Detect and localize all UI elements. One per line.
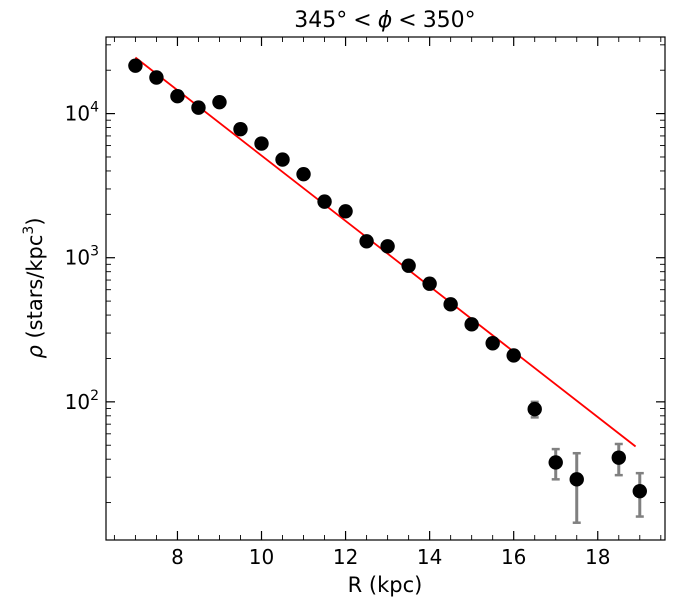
ticks — [106, 37, 665, 540]
title-part-3: ϕ — [378, 8, 393, 33]
y-tick-label-exponent: 2 — [90, 388, 99, 404]
data-point — [191, 100, 206, 115]
y-tick-label: 102 — [65, 388, 99, 414]
data-point — [317, 194, 332, 209]
y-tick-label-base: 10 — [65, 390, 90, 414]
data-point — [233, 121, 248, 137]
plot-content — [128, 56, 647, 524]
data-point — [128, 58, 143, 73]
y-axis-title-unit: (stars/kpc — [23, 235, 47, 346]
chart-title: 345° < ϕ <350° — [294, 8, 475, 33]
y-axis-title: ρ (stars/kpc3) — [21, 217, 47, 358]
x-tick-label: 12 — [333, 545, 358, 569]
data-point — [527, 401, 542, 417]
y-tick-label-exponent: 4 — [90, 100, 99, 116]
y-axis-title-close: ) — [23, 217, 47, 225]
x-tick-labels: 8 10 12 14 16 18 — [171, 545, 610, 569]
data-point — [485, 336, 500, 351]
title-part-2: < — [353, 8, 371, 33]
data-point — [464, 317, 479, 332]
data-point — [149, 70, 164, 85]
data-point — [359, 234, 374, 249]
y-tick-label: 104 — [65, 100, 99, 126]
data-point — [611, 450, 626, 465]
data-point — [296, 166, 311, 182]
y-tick-label-exponent: 3 — [90, 244, 99, 260]
title-part-5: 350° — [423, 8, 476, 33]
data-point — [506, 348, 521, 363]
data-point — [275, 152, 290, 167]
y-tick-label-base: 10 — [65, 102, 90, 126]
x-tick-label: 16 — [501, 545, 526, 569]
y-axis-title-symbol: ρ — [23, 345, 47, 359]
y-axis-title-exponent: 3 — [21, 226, 37, 235]
data-point — [569, 472, 584, 487]
x-axis-title: R (kpc) — [348, 573, 423, 597]
x-tick-label: 10 — [249, 545, 274, 569]
data-point — [548, 455, 563, 470]
axes-frame — [105, 36, 666, 541]
data-point — [170, 89, 185, 104]
data-point — [401, 258, 416, 273]
title-part-1: 345° — [294, 8, 347, 33]
data-point — [422, 276, 437, 291]
x-tick-label: 18 — [585, 545, 610, 569]
data-point — [338, 204, 353, 219]
data-point — [380, 239, 395, 254]
x-tick-label: 8 — [171, 545, 184, 569]
data-point — [212, 94, 227, 110]
title-part-4: < — [398, 8, 416, 33]
data-point — [632, 483, 647, 499]
y-tick-label: 103 — [65, 244, 99, 270]
data-point — [254, 136, 269, 151]
y-tick-label-base: 10 — [65, 246, 90, 270]
x-tick-label: 14 — [417, 545, 442, 569]
data-point — [443, 297, 458, 312]
